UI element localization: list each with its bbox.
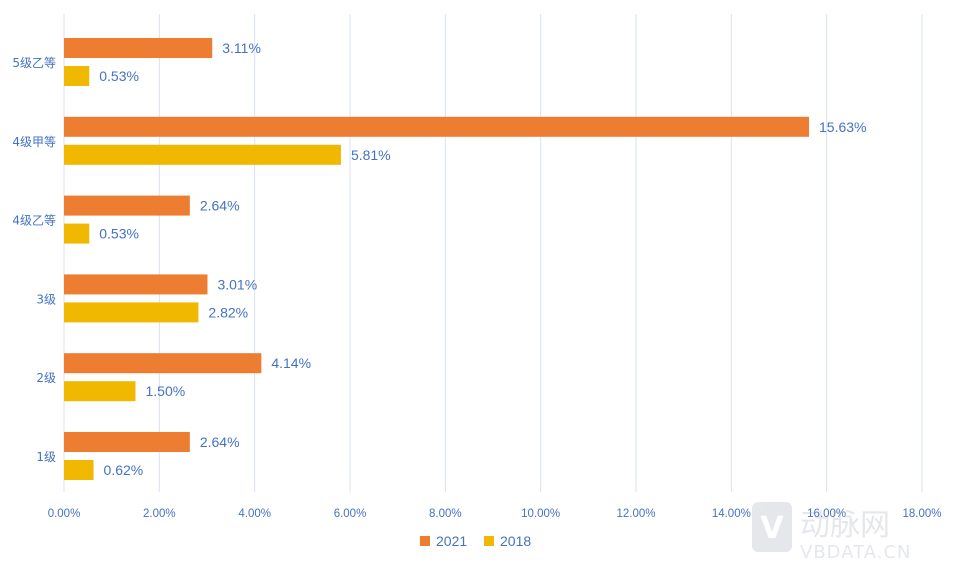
category-label: 5级乙等 [12,56,56,70]
legend-swatch [420,536,430,546]
category-label: 4级甲等 [12,135,56,149]
bars [64,38,810,480]
x-tick-label: 8.00% [429,508,462,520]
data-label: 2.82% [208,304,248,320]
x-tick-label: 0.00% [48,508,81,520]
category-label: 3级 [36,292,56,306]
x-tick-label: 4.00% [238,508,271,520]
watermark-brand: 动脉网 [800,508,890,543]
watermark-site: VBDATA.CN [800,542,911,563]
bar-2018 [64,381,136,402]
data-label: 5.81% [351,147,391,163]
bar-2018 [64,66,90,86]
x-tick-label: 2.00% [143,508,176,520]
data-label: 3.11% [222,40,261,56]
bar-2021 [64,274,208,295]
x-tick-label: 6.00% [334,508,367,520]
bar-2021 [64,38,213,58]
bar-2018 [64,144,341,165]
gridlines [63,14,923,492]
data-label: 2.64% [200,434,240,450]
x-tick-label: 16.00% [807,508,846,520]
logo-mark [752,502,792,552]
bar-2021 [64,432,190,452]
data-label: 1.50% [146,383,186,399]
data-label: 15.63% [819,119,866,135]
legend-label: 2021 [436,533,467,549]
data-label: 4.14% [271,355,311,371]
legend: 2021 2018 [420,533,531,549]
data-label: 2.64% [200,198,240,214]
category-labels: 5级乙等 4级甲等 4级乙等 3级 2级 1级 [12,56,56,464]
bar-2021 [64,353,262,374]
x-tick-label: 12.00% [616,508,655,520]
x-tick-labels: 0.00% 2.00% 4.00% 6.00% 8.00% 10.00% 12.00% 14.… [48,508,942,520]
bar-2018 [64,302,199,323]
data-label: 0.53% [99,68,139,84]
category-label: 1级 [36,450,56,464]
x-tick-label: 10.00% [521,508,560,520]
x-tick-label: 18.00% [902,508,941,520]
bar-2021 [64,195,190,216]
legend-swatch [484,536,494,546]
bar-2018 [64,460,94,480]
data-labels: 3.11% 0.53% 15.63% 5.81% 2.64% 0.53% 3.01% 2.82… [99,40,866,478]
category-label: 4级乙等 [12,214,56,228]
legend-label: 2018 [500,533,531,549]
data-label: 0.53% [99,226,139,242]
x-tick-label: 14.00% [712,508,751,520]
category-label: 2级 [36,371,56,385]
bar-2021 [64,116,810,137]
data-label: 0.62% [104,462,144,478]
data-label: 3.01% [217,276,257,292]
bar-2018 [64,223,90,244]
logo-letter: V [760,511,784,546]
